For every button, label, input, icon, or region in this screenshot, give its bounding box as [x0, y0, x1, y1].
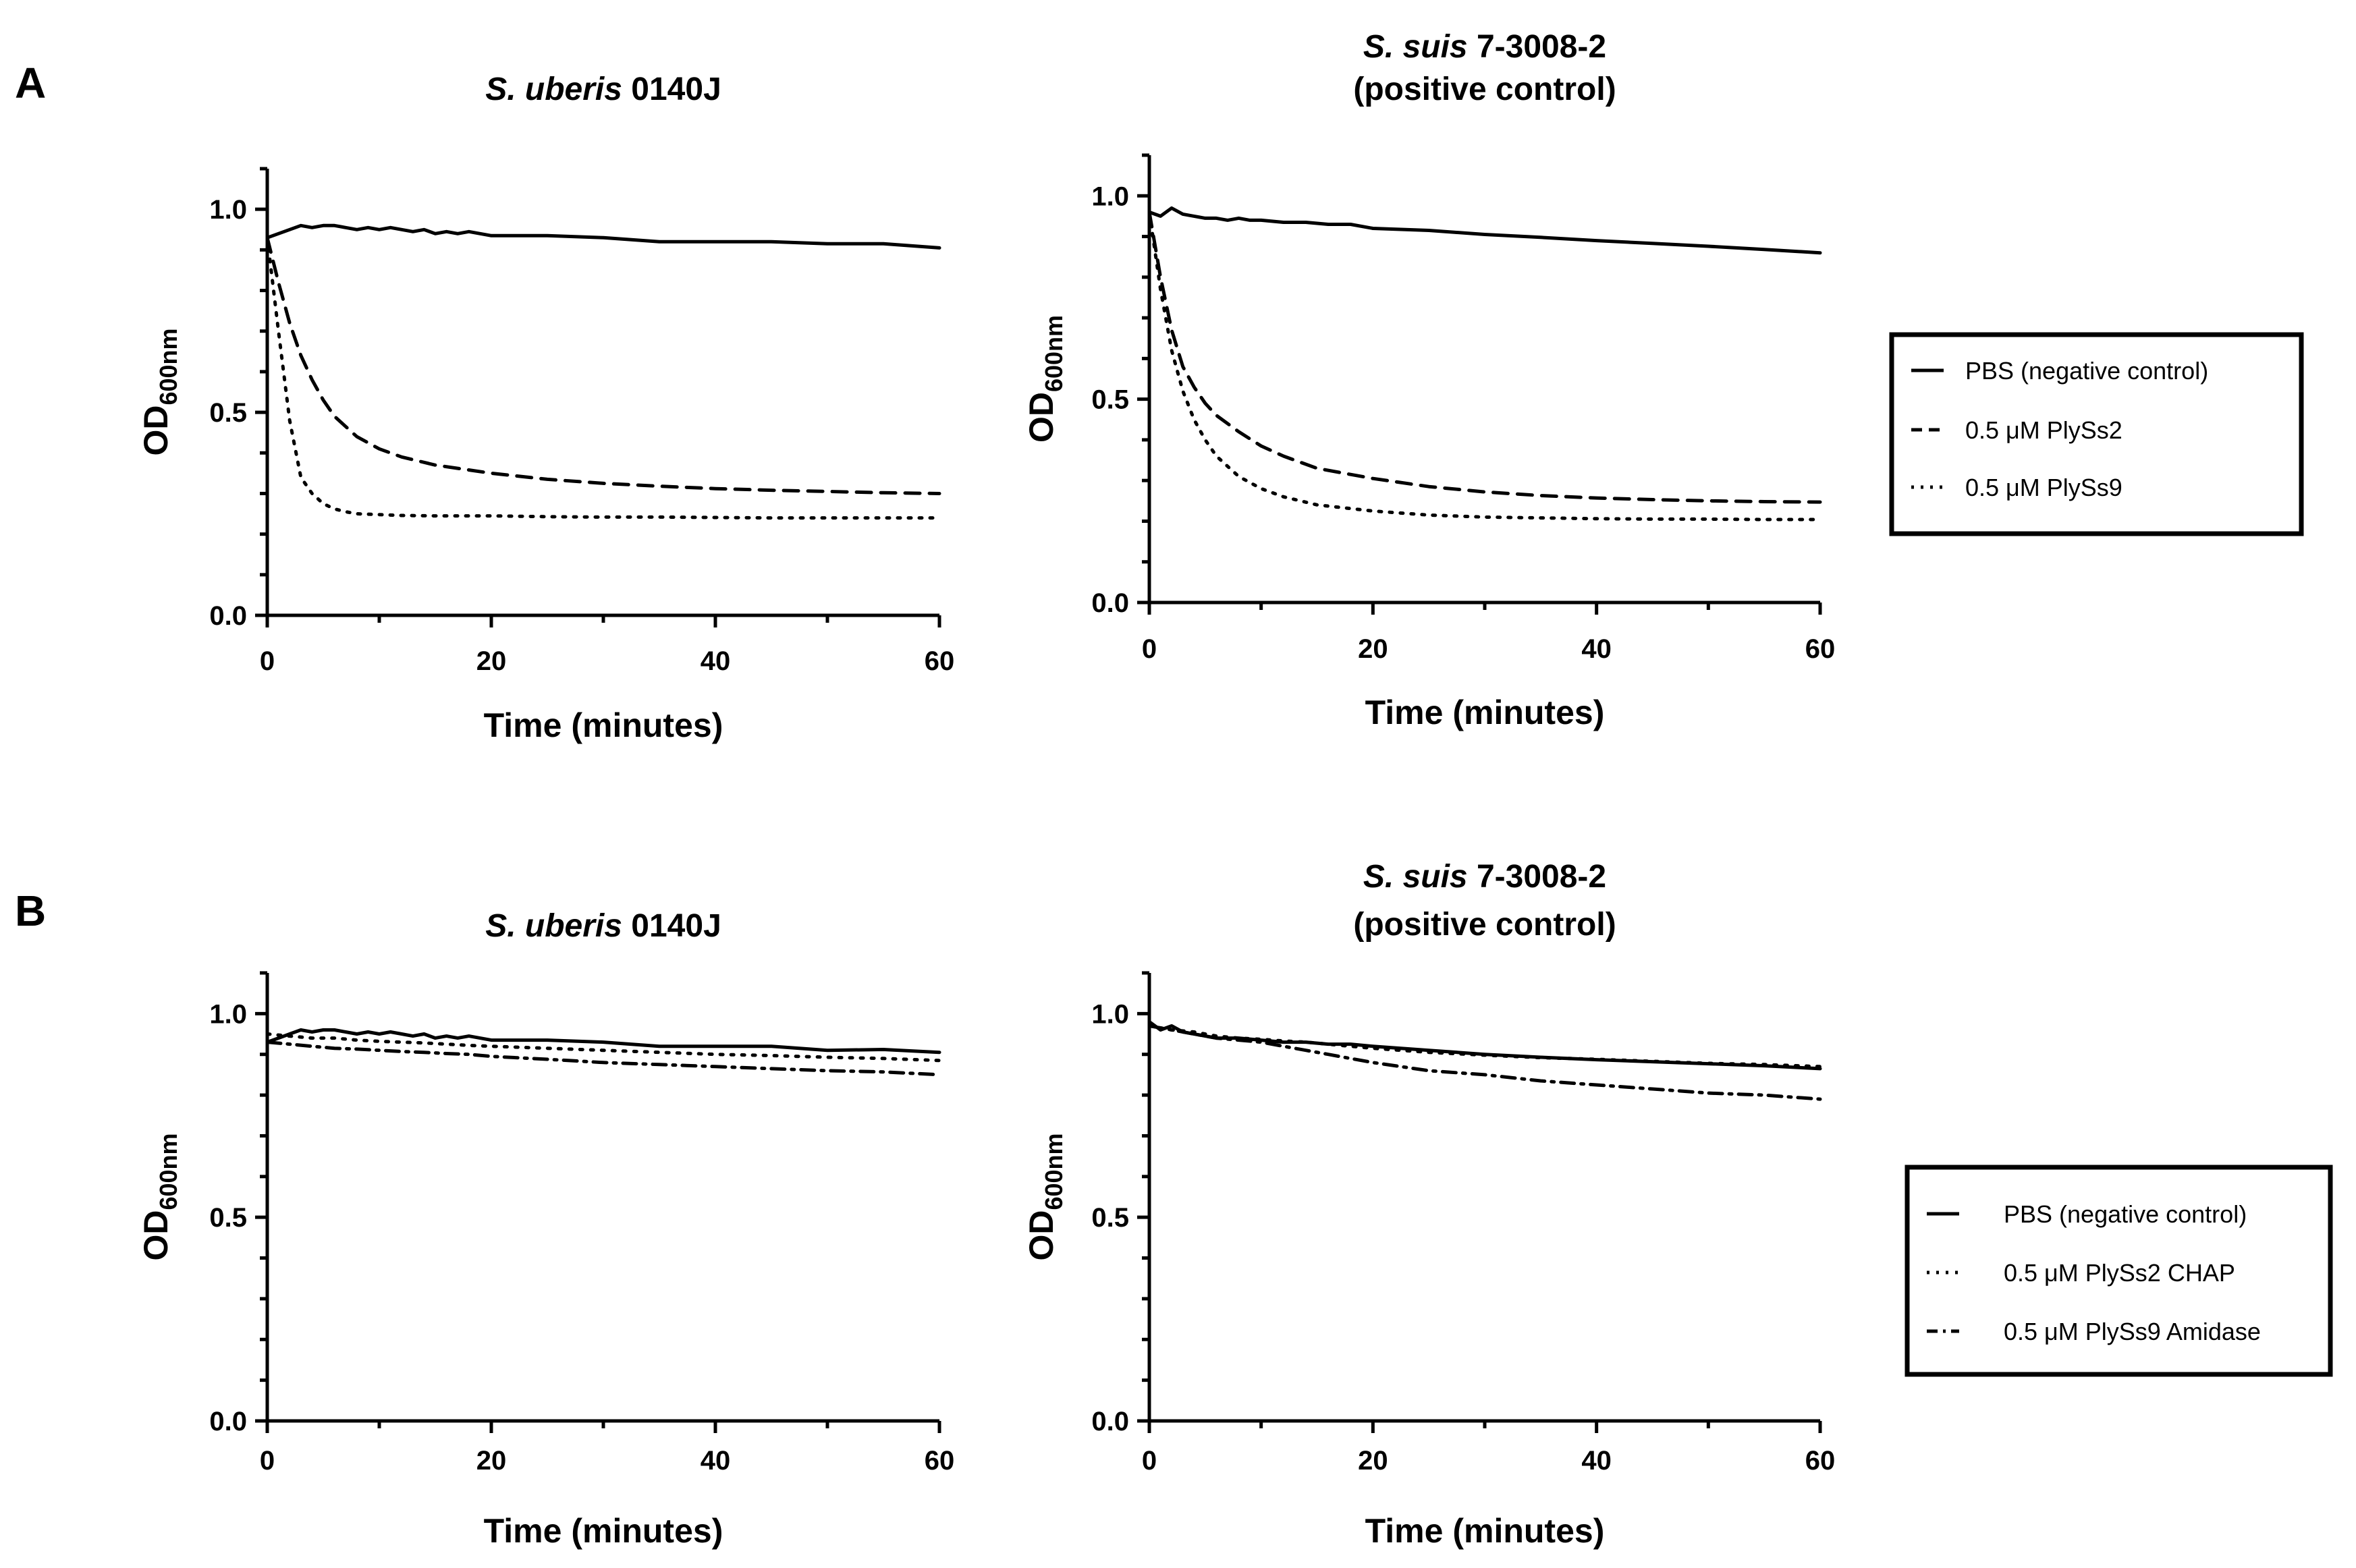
y-tick-label: 1.0 [1091, 999, 1129, 1029]
y-axis-title-main: OD [1022, 1210, 1060, 1261]
x-tick-label: 0 [1142, 1446, 1157, 1476]
y-axis-title: OD600nm [137, 1133, 182, 1260]
series-line-dotted [1147, 210, 1822, 522]
series-line-solid [1147, 206, 1822, 255]
x-axis-title: Time (minutes) [1365, 694, 1605, 731]
legend-a-label-1: 0.5 μM PlySs2 [1965, 416, 2122, 444]
chart-4: S. suis 7-3008-2 (positive control) 0.0 0.5… [1022, 859, 1835, 1550]
chart-1: S. uberis 0140J 0.0 0.5 1.0 0 20 40 60 Time (min… [137, 72, 954, 744]
y-tick-label: 0.5 [1091, 1203, 1129, 1233]
legend-a-box [1889, 332, 2304, 536]
y-tick-label: 0.0 [1091, 1407, 1129, 1436]
y-axis-title: OD600nm [1022, 1133, 1068, 1260]
x-tick-label: 60 [925, 646, 955, 676]
x-tick-label: 60 [1805, 634, 1836, 664]
series-line-dotted [1147, 1024, 1822, 1069]
legend-a: PBS (negative control) 0.5 μM PlySs2 0.5… [1889, 332, 2304, 536]
legend-b: PBS (negative control) 0.5 μM PlySs2 CHA… [1905, 1165, 2333, 1377]
chart-title: S. uberis 0140J [485, 72, 721, 107]
y-tick-label: 0.5 [1091, 385, 1129, 415]
series-line-dashed [1147, 210, 1822, 504]
legend-a-label-0: PBS (negative control) [1965, 357, 2208, 385]
chart-title-organism: S. suis [1363, 29, 1468, 65]
chart-title-organism: S. suis [1363, 859, 1468, 895]
chart-title-strain: 7-3008-2 [1468, 29, 1606, 65]
chart-subtitle: (positive control) [1353, 907, 1616, 943]
chart-title-strain: 7-3008-2 [1468, 859, 1606, 895]
panel-label-a: A [15, 59, 46, 107]
x-tick-label: 40 [1581, 634, 1612, 664]
y-tick-label: 1.0 [209, 999, 247, 1029]
chart-title-organism: S. uberis [485, 908, 622, 944]
chart-title: S. suis 7-3008-2 [1363, 859, 1606, 895]
chart-2: S. suis 7-3008-2 (positive control) 0.0 0.5… [1022, 29, 1835, 731]
y-axis-title-subscript: 600nm [155, 1133, 182, 1210]
series-line-solid [265, 223, 941, 250]
x-tick-label: 40 [701, 1446, 731, 1476]
x-axis-title: Time (minutes) [484, 1512, 723, 1550]
x-tick-label: 20 [1358, 1446, 1388, 1476]
y-tick-label: 1.0 [209, 195, 247, 225]
y-tick-label: 0.5 [209, 1203, 247, 1233]
legend-b-box [1905, 1165, 2333, 1377]
chart-title: S. suis 7-3008-2 [1363, 29, 1606, 65]
x-tick-label: 20 [476, 646, 507, 676]
x-tick-label: 40 [1581, 1446, 1612, 1476]
series-line-dashdot [265, 1040, 941, 1077]
y-axis-title: OD600nm [137, 328, 182, 455]
chart-title: S. uberis 0140J [485, 908, 721, 944]
chart-title-strain: 0140J [622, 908, 721, 944]
y-axis-title: OD600nm [1022, 315, 1068, 443]
series-line-solid [265, 1028, 941, 1055]
x-axis-title: Time (minutes) [484, 706, 723, 744]
y-axis-title-subscript: 600nm [1040, 315, 1068, 392]
x-tick-label: 20 [476, 1446, 507, 1476]
chart-3: S. uberis 0140J 0.0 0.5 1.0 0 20 40 60 Time (min… [137, 908, 954, 1550]
legend-b-label-0: PBS (negative control) [2004, 1200, 2247, 1228]
series-line-dashdot [1147, 1024, 1822, 1101]
y-axis-title-subscript: 600nm [1040, 1133, 1068, 1210]
y-axis-title-subscript: 600nm [155, 328, 182, 405]
x-tick-label: 60 [925, 1446, 955, 1476]
y-tick-label: 0.0 [209, 1407, 247, 1436]
x-tick-label: 60 [1805, 1446, 1836, 1476]
panel-label-b: B [15, 887, 46, 935]
x-axis-title: Time (minutes) [1365, 1512, 1605, 1550]
y-tick-label: 0.0 [209, 601, 247, 631]
series-line-dotted [265, 235, 941, 520]
x-tick-label: 0 [1142, 634, 1157, 664]
y-axis-title-main: OD [137, 1210, 175, 1261]
series-line-dotted [265, 1032, 941, 1063]
y-axis-title-main: OD [137, 405, 175, 456]
chart-subtitle: (positive control) [1353, 72, 1616, 107]
y-axis-title-main: OD [1022, 392, 1060, 443]
series-line-dashed [265, 235, 941, 495]
y-tick-label: 0.0 [1091, 588, 1129, 618]
legend-b-label-2: 0.5 μM PlySs9 Amidase [2004, 1318, 2261, 1345]
y-tick-label: 1.0 [1091, 181, 1129, 211]
chart-title-strain: 0140J [622, 72, 721, 107]
charts-group: S. uberis 0140J 0.0 0.5 1.0 0 20 40 60 Time (min… [137, 29, 1835, 1550]
legend-b-label-1: 0.5 μM PlySs2 CHAP [2004, 1259, 2235, 1287]
legend-a-label-2: 0.5 μM PlySs9 [1965, 474, 2122, 501]
x-tick-label: 0 [260, 646, 275, 676]
x-tick-label: 20 [1358, 634, 1388, 664]
chart-title-organism: S. uberis [485, 72, 622, 107]
series-line-solid [1147, 1019, 1822, 1071]
y-tick-label: 0.5 [209, 398, 247, 428]
x-tick-label: 40 [701, 646, 731, 676]
x-tick-label: 0 [260, 1446, 275, 1476]
